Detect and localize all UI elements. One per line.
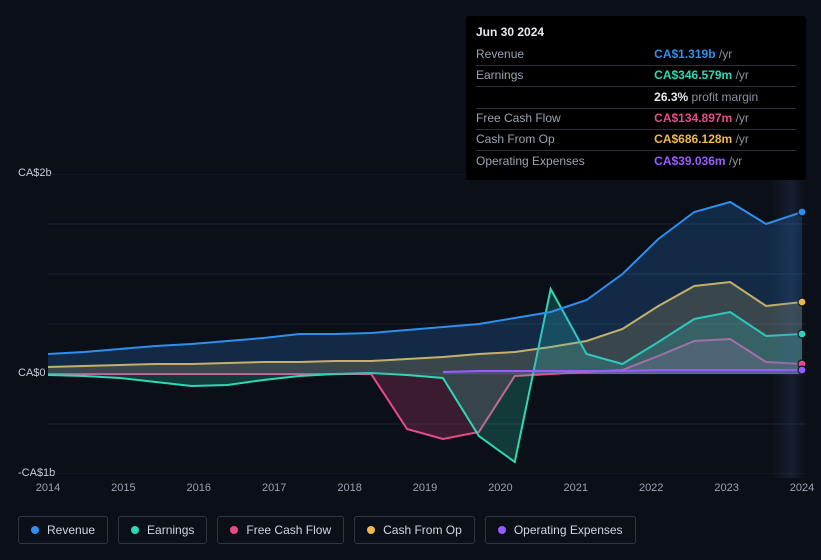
x-axis-tick: 2020 xyxy=(488,482,512,494)
x-axis-tick: 2014 xyxy=(36,482,60,494)
x-axis-tick: 2023 xyxy=(714,482,738,494)
tooltip-row-label: Free Cash Flow xyxy=(476,108,654,129)
tooltip-row-label: Earnings xyxy=(476,65,654,86)
tooltip-row-label: Operating Expenses xyxy=(476,151,654,172)
legend-label: Operating Expenses xyxy=(514,523,623,537)
tooltip-row-label: Cash From Op xyxy=(476,129,654,150)
x-axis-tick: 2016 xyxy=(187,482,211,494)
tooltip-row-value: CA$39.036m /yr xyxy=(654,151,796,172)
tooltip-row-value: CA$134.897m /yr xyxy=(654,108,796,129)
x-axis-tick: 2022 xyxy=(639,482,663,494)
legend-swatch xyxy=(367,526,375,534)
legend-label: Cash From Op xyxy=(383,523,462,537)
legend-label: Free Cash Flow xyxy=(246,523,331,537)
chart-svg xyxy=(18,174,806,474)
tooltip-row-value: CA$1.319b /yr xyxy=(654,44,796,65)
legend-item-earnings[interactable]: Earnings xyxy=(118,516,207,544)
tooltip-table: RevenueCA$1.319b /yrEarningsCA$346.579m … xyxy=(476,44,796,171)
tooltip-profit-margin: 26.3% profit margin xyxy=(654,87,796,108)
chart-area: CA$2bCA$0-CA$1b xyxy=(18,160,806,480)
x-axis-tick: 2024 xyxy=(790,482,814,494)
legend-item-revenue[interactable]: Revenue xyxy=(18,516,108,544)
legend-swatch xyxy=(31,526,39,534)
tooltip-row-label: Revenue xyxy=(476,44,654,65)
tooltip-row-value: CA$686.128m /yr xyxy=(654,129,796,150)
legend-label: Earnings xyxy=(147,523,194,537)
tooltip-row-value: CA$346.579m /yr xyxy=(654,65,796,86)
legend: Revenue Earnings Free Cash Flow Cash From O… xyxy=(18,516,636,544)
tooltip-card: Jun 30 2024 RevenueCA$1.319b /yrEarnings… xyxy=(466,16,806,180)
x-axis: 2014 2015 2016 2017 2018 2019 2020 2021 2022 2023… xyxy=(18,482,806,500)
x-axis-tick: 2018 xyxy=(337,482,361,494)
legend-item-opex[interactable]: Operating Expenses xyxy=(485,516,636,544)
x-axis-tick: 2021 xyxy=(564,482,588,494)
legend-item-cfo[interactable]: Cash From Op xyxy=(354,516,475,544)
legend-swatch xyxy=(230,526,238,534)
legend-swatch xyxy=(498,526,506,534)
legend-swatch xyxy=(131,526,139,534)
x-axis-tick: 2019 xyxy=(413,482,437,494)
x-axis-tick: 2017 xyxy=(262,482,286,494)
x-axis-tick: 2015 xyxy=(111,482,135,494)
legend-label: Revenue xyxy=(47,523,95,537)
tooltip-date: Jun 30 2024 xyxy=(476,24,796,41)
legend-item-fcf[interactable]: Free Cash Flow xyxy=(217,516,344,544)
